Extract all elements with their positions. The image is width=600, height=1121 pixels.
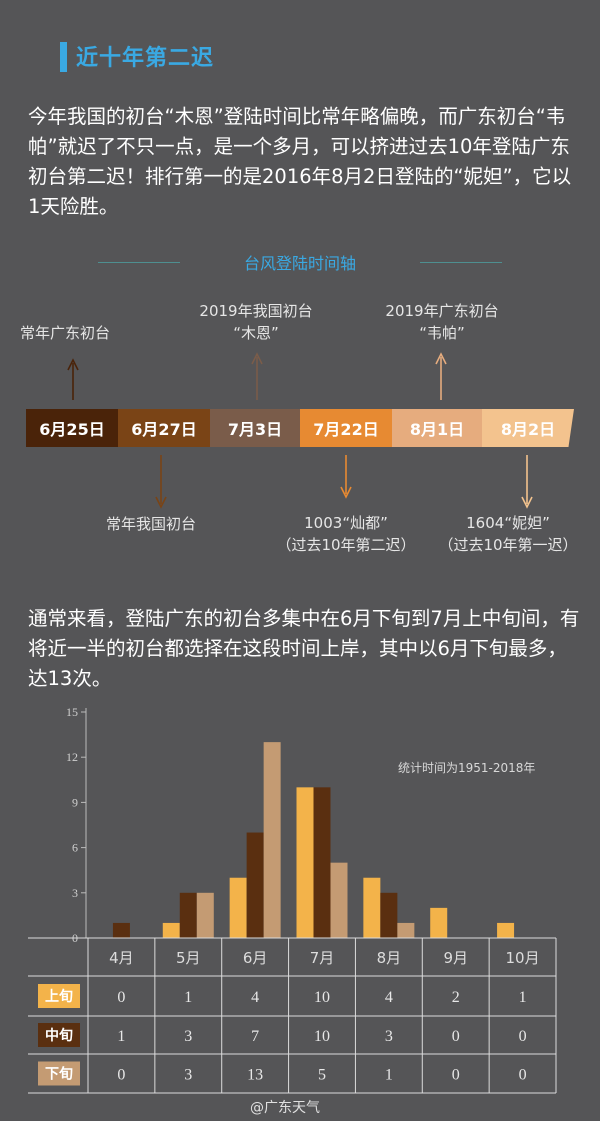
legend-label-下旬: 下旬 — [45, 1066, 73, 1083]
table-value: 1 — [385, 1067, 393, 1084]
timeline-date-4: 8月1日 — [392, 409, 482, 447]
table-value: 0 — [117, 989, 125, 1006]
note-normal-china: 常年我国初台 — [106, 515, 197, 533]
table-value: 3 — [184, 1067, 192, 1084]
timeline-title-rule-right — [420, 262, 502, 263]
timeline-date-2: 7月3日 — [210, 409, 300, 447]
analysis-paragraph: 通常来看，登陆广东的初台多集中在6月下旬到7月上中旬间，有将近一半的初台都选择在… — [28, 607, 580, 690]
category-label: 6月 — [243, 949, 268, 967]
arrowhead-nida — [521, 496, 533, 509]
table-value: 1 — [184, 989, 192, 1006]
arrowhead-normal-guangdong — [67, 358, 79, 371]
table-value: 2 — [452, 989, 460, 1006]
table-value: 5 — [318, 1067, 326, 1084]
y-tick-label: 6 — [72, 841, 78, 855]
arrowhead-wumu — [251, 352, 263, 365]
bar-上旬-7月 — [296, 787, 314, 938]
timeline-date-1: 6月27日 — [118, 409, 210, 447]
table-value: 3 — [385, 1028, 393, 1045]
timeline-title-rule-left — [98, 262, 180, 263]
table-value: 10 — [314, 989, 330, 1006]
category-label: 7月 — [310, 949, 335, 967]
category-label: 8月 — [377, 949, 402, 967]
bar-上旬-9月 — [430, 907, 448, 938]
note-2019-china: 2019年我国初台 “木恩” — [199, 302, 313, 342]
note-candu: 1003“灿都” （过去10年第二迟） — [276, 514, 416, 554]
timeline-arrows — [67, 352, 533, 509]
bar-中旬-6月 — [246, 832, 264, 938]
table-value: 7 — [251, 1028, 259, 1045]
bar-上旬-6月 — [229, 877, 247, 938]
intro-paragraph: 今年我国的初台“木恩”登陆时间比常年略偏晚，而广东初台“韦帕”就迟了不只一点，是… — [28, 105, 572, 218]
bar-下旬-7月 — [330, 862, 348, 938]
timeline-date-0: 6月25日 — [26, 409, 118, 447]
bar-下旬-6月 — [263, 742, 281, 938]
y-tick-label: 3 — [72, 886, 78, 900]
note-normal-guangdong: 常年广东初台 — [20, 324, 111, 342]
table-value: 0 — [519, 1067, 527, 1084]
weibo-watermark: @广东天气 — [250, 1100, 320, 1116]
legend-chip-下旬 — [38, 1061, 80, 1086]
y-tick-label: 15 — [66, 705, 78, 719]
table-value: 0 — [452, 1067, 460, 1084]
y-tick-label: 9 — [72, 795, 78, 809]
y-tick-label: 12 — [66, 750, 78, 764]
table-value: 1 — [117, 1028, 125, 1045]
timeline-title: 台风登陆时间轴 — [243, 254, 356, 273]
timeline-date-3: 7月22日 — [300, 409, 392, 447]
legend-chip-中旬 — [38, 1023, 80, 1047]
table-value: 0 — [519, 1028, 527, 1045]
arrowhead-candu — [340, 486, 352, 499]
bar-中旬-8月 — [380, 892, 398, 938]
table-value: 4 — [385, 989, 393, 1006]
legend-chip-上旬 — [38, 984, 80, 1008]
section-accent-bar — [60, 42, 67, 72]
note-2019-guangdong: 2019年广东初台 “韦帕” — [385, 302, 499, 342]
arrowhead-weipa — [435, 352, 447, 365]
table-value: 4 — [251, 989, 259, 1006]
table-value: 0 — [452, 1028, 460, 1045]
legend-label-上旬: 上旬 — [45, 988, 73, 1005]
table-value: 0 — [117, 1067, 125, 1084]
bar-上旬-5月 — [162, 922, 180, 938]
table-value: 10 — [314, 1028, 330, 1045]
legend-label-中旬: 中旬 — [45, 1027, 73, 1044]
arrowhead-normal-china — [155, 496, 167, 509]
bar-上旬-10月 — [497, 922, 515, 938]
category-label: 10月 — [506, 949, 540, 967]
bar-上旬-8月 — [363, 877, 381, 938]
bar-中旬-4月 — [112, 922, 130, 938]
table-value: 13 — [247, 1067, 263, 1084]
category-label: 5月 — [176, 949, 201, 967]
section-title: 近十年第二迟 — [76, 46, 215, 71]
table-value: 3 — [184, 1028, 192, 1045]
bar-中旬-7月 — [313, 787, 331, 938]
bar-下旬-5月 — [196, 892, 214, 938]
bar-中旬-5月 — [179, 892, 197, 938]
bar-下旬-8月 — [397, 922, 415, 938]
note-nida: 1604“妮妲” （过去10年第一迟） — [438, 514, 578, 554]
chart-stat-note: 统计时间为1951-2018年 — [398, 761, 536, 775]
category-label: 4月 — [109, 949, 134, 967]
timeline-date-5: 8月2日 — [482, 409, 574, 447]
category-label: 9月 — [443, 949, 468, 967]
table-value: 1 — [519, 989, 527, 1006]
